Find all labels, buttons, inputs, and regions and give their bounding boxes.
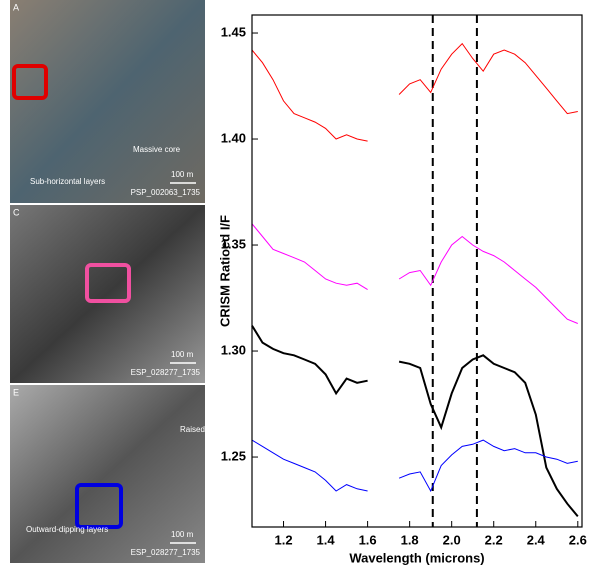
spectrum-line xyxy=(252,44,578,142)
x-tick-label: 1.8 xyxy=(401,532,419,547)
scale-label: 100 m xyxy=(171,530,194,539)
x-tick-label: 1.6 xyxy=(359,532,377,547)
annotation: Massive core xyxy=(133,145,181,154)
figure: A Massive core Sub-horizontal layers 100 m P… xyxy=(0,0,594,567)
annotation: Outward-dipping layers xyxy=(26,525,108,534)
image-id: ESP_028277_1735 xyxy=(131,548,201,557)
spectrum-line xyxy=(252,440,578,491)
scale-label: 100 m xyxy=(171,170,194,179)
x-tick-label: 2.6 xyxy=(569,532,587,547)
panel-label: C xyxy=(13,207,20,217)
spectrum-line xyxy=(252,326,578,517)
x-tick-label: 2.4 xyxy=(527,532,546,547)
y-tick-label: 1.40 xyxy=(221,130,246,145)
annotation: Raised rim xyxy=(180,425,219,434)
scale-label: 100 m xyxy=(171,350,194,359)
panel-label: E xyxy=(13,387,19,397)
x-tick-label: 1.2 xyxy=(274,532,292,547)
x-tick-label: 2.0 xyxy=(443,532,461,547)
x-axis-label: Wavelength (microns) xyxy=(349,550,484,565)
x-tick-label: 1.4 xyxy=(317,532,336,547)
x-tick-label: 2.2 xyxy=(485,532,503,547)
panel-label: A xyxy=(13,2,19,12)
y-tick-label: 1.25 xyxy=(221,448,246,463)
y-tick-label: 1.30 xyxy=(221,342,246,357)
y-axis-label: CRISM Ratioed I/F xyxy=(217,215,232,327)
page: {"panels": [ {"label": "A", "annotations… xyxy=(0,0,594,567)
image-id: ESP_028277_1735 xyxy=(131,368,201,377)
annotation: Sub-horizontal layers xyxy=(30,177,105,186)
spectrum-line xyxy=(252,224,578,324)
y-tick-label: 1.45 xyxy=(221,24,246,39)
image-id: PSP_002063_1735 xyxy=(131,188,201,197)
